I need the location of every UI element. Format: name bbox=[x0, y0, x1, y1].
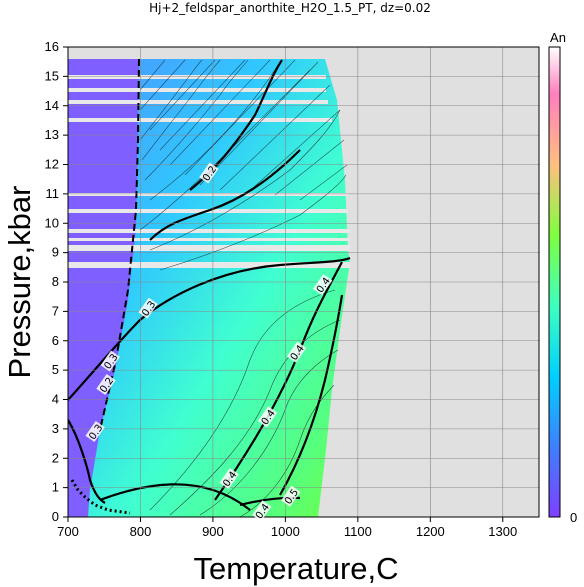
low-an-zone bbox=[68, 59, 139, 517]
x-tick-label: 800 bbox=[130, 524, 152, 539]
x-axis: 700 800 900 1000 1100 1200 1300 bbox=[57, 517, 517, 539]
chart-title: Hj+2_feldspar_anorthite_H2O_1.5_PT, dz=0… bbox=[149, 1, 431, 15]
y-tick-label: 11 bbox=[46, 186, 60, 201]
y-tick-label: 13 bbox=[45, 127, 59, 142]
y-tick-label: 7 bbox=[52, 303, 59, 318]
colorbar-min-label: 0 bbox=[570, 510, 577, 525]
y-tick-label: 8 bbox=[52, 274, 59, 289]
colorbar bbox=[548, 46, 561, 518]
y-axis-title: Pressure,kbar bbox=[2, 186, 37, 379]
y-tick-label: 1 bbox=[52, 480, 59, 495]
y-tick-label: 3 bbox=[52, 421, 59, 436]
x-tick-label: 1100 bbox=[344, 524, 372, 539]
y-tick-label: 4 bbox=[52, 392, 59, 407]
y-tick-label: 15 bbox=[45, 68, 59, 83]
data-field bbox=[68, 59, 350, 517]
y-tick-label: 10 bbox=[45, 215, 59, 230]
y-tick-label: 5 bbox=[52, 362, 59, 377]
x-tick-label: 700 bbox=[57, 524, 79, 539]
left-boundary-dots bbox=[70, 479, 131, 515]
y-tick-label: 14 bbox=[45, 98, 59, 113]
y-tick-label: 16 bbox=[45, 39, 59, 54]
y-tick-label: 0 bbox=[52, 509, 59, 524]
x-tick-label: 1000 bbox=[271, 524, 300, 539]
x-tick-label: 900 bbox=[202, 524, 224, 539]
y-tick-label: 2 bbox=[52, 450, 59, 465]
x-tick-label: 1300 bbox=[488, 524, 517, 539]
x-axis-title: Temperature,C bbox=[193, 551, 398, 586]
y-tick-label: 12 bbox=[45, 157, 59, 172]
dashed-contours bbox=[99, 58, 140, 431]
y-tick-label: 9 bbox=[52, 245, 59, 260]
x-tick-label: 1200 bbox=[416, 524, 445, 539]
colorbar-label: An bbox=[550, 30, 566, 45]
y-tick-label: 6 bbox=[52, 333, 59, 348]
